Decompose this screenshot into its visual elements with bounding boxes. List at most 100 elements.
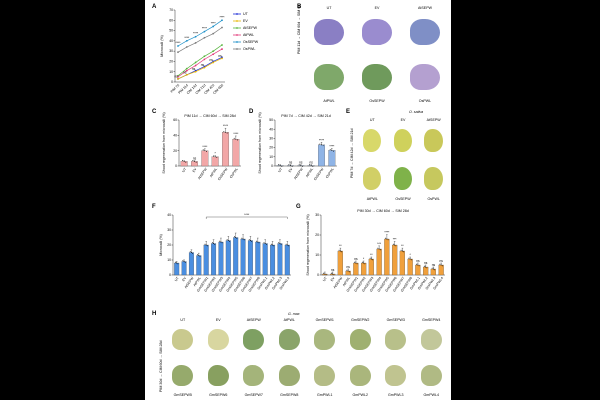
f-y-tick-label: 10: [167, 258, 171, 262]
d-dot: [281, 165, 283, 167]
panel-e-species: O. sativa: [409, 110, 424, 114]
panel-h-specimen: [385, 364, 407, 387]
g-dot: [372, 259, 374, 261]
panel-b-photo: [354, 56, 400, 98]
g-dot: [425, 266, 427, 268]
c-dot: [237, 139, 238, 141]
f-dot: [257, 241, 259, 243]
d-y-tick-label: 30: [269, 137, 273, 141]
a-legend-marker: [236, 13, 238, 15]
d-title: PIM 7d → CIM 42d → SIM 21d: [281, 114, 331, 118]
panel-h-label: AtSEPW: [246, 318, 261, 322]
panel-h-specimen: [278, 364, 300, 387]
g-dot: [400, 249, 402, 251]
g-bar: [337, 250, 343, 276]
d-x-tick-label: AtSEPW: [293, 166, 304, 180]
g-dot: [408, 257, 410, 259]
d-dot: [312, 165, 314, 167]
c-dot: [206, 151, 207, 152]
g-dot: [410, 259, 412, 261]
f-dot: [177, 263, 179, 265]
a-annotation: ****: [193, 32, 199, 36]
f-bar: [262, 243, 268, 276]
panel-e-specimen: [424, 129, 443, 152]
panel-e-label: EV: [400, 118, 406, 122]
c-bar: [201, 150, 209, 167]
f-bar: [233, 237, 239, 276]
panel-label-c: C: [152, 109, 157, 115]
c-sig-label: *: [215, 152, 217, 156]
f-x-tick-label: AtSEPW: [184, 275, 195, 289]
a-series-line: [177, 27, 223, 53]
d-sig-label: ns: [299, 161, 303, 165]
panel-h-label: AtPWL: [283, 318, 295, 322]
g-y-tick-label: 20: [315, 233, 319, 237]
g-dot: [341, 251, 343, 253]
panel-h-specimen: [207, 328, 229, 351]
panel-e-label: UT: [369, 118, 375, 122]
panel-h-photo: [201, 359, 235, 392]
a-y-tick-label: 30: [169, 49, 173, 53]
g-sig-label: **: [370, 253, 373, 257]
g-dot: [333, 274, 335, 276]
d-y-tick-label: 10: [269, 155, 273, 159]
panel-h-specimen: [278, 328, 300, 351]
d-dot: [329, 149, 331, 151]
panel-h-side-label: PIM 30d → CIM 60d → SIM 28d: [159, 340, 163, 392]
f-dot: [288, 245, 289, 247]
panel-h-photo: [201, 323, 235, 356]
panel-b-photo: [402, 56, 448, 98]
panel-b-grid: UT EV AtSEPW AtPWL OsSEPW OsPWL: [305, 6, 449, 104]
g-dot: [432, 268, 434, 270]
f-dot: [248, 239, 250, 241]
f-bar: [240, 238, 246, 276]
c-dot: [213, 155, 214, 157]
g-x-tick-label: GmPWL1: [409, 276, 421, 290]
a-point: [203, 66, 206, 69]
g-x-tick-label: GmPWL2: [417, 276, 429, 290]
a-point: [203, 30, 206, 33]
a-point: [185, 69, 188, 72]
g-dot: [387, 239, 389, 241]
g-dot: [392, 243, 394, 245]
d-bar: [328, 150, 336, 167]
c-sig-label: ****: [223, 124, 229, 128]
a-legend-label: OsPWL: [243, 47, 255, 51]
g-dot: [355, 262, 357, 264]
g-sig-label: ns: [331, 268, 335, 272]
g-sig-label: ***: [393, 237, 397, 241]
g-title: PIM 30d → CIM 60d → SIM 28d: [357, 209, 409, 213]
panel-h-photo: [414, 323, 448, 356]
d-sig-label: ns: [289, 161, 293, 165]
a-y-tick-label: 50: [169, 29, 173, 33]
a-point: [194, 42, 197, 44]
panel-h-specimen: [207, 364, 229, 387]
panel-h-label: GmSEPW2: [351, 318, 370, 322]
f-dot: [199, 255, 201, 257]
g-dot: [401, 250, 403, 252]
g-dot: [403, 251, 405, 253]
panel-e-specimen: [363, 167, 382, 190]
g-sig-label: **: [401, 244, 404, 248]
a-y-tick-label: 40: [169, 39, 173, 43]
g-dot: [369, 257, 371, 259]
g-dot: [377, 247, 379, 249]
a-point: [221, 57, 223, 60]
a-point: [221, 19, 223, 22]
panel-label-g: G: [296, 204, 301, 210]
a-point: [221, 44, 223, 46]
f-dot: [285, 243, 287, 245]
g-dot: [441, 265, 443, 267]
c-dot: [233, 137, 235, 139]
a-annotation: ****: [176, 41, 182, 45]
d-y-tick-label: 0: [271, 164, 273, 168]
a-legend-marker: [236, 20, 238, 22]
d-dot: [321, 144, 322, 146]
d-dot: [300, 165, 302, 166]
panel-b-specimen: [410, 63, 440, 91]
panel-h-specimen: [385, 328, 407, 351]
f-dot: [227, 240, 229, 241]
a-legend-label: UT: [243, 12, 249, 16]
panel-h-specimen: [349, 328, 371, 351]
panel-h-specimen: [314, 364, 336, 387]
